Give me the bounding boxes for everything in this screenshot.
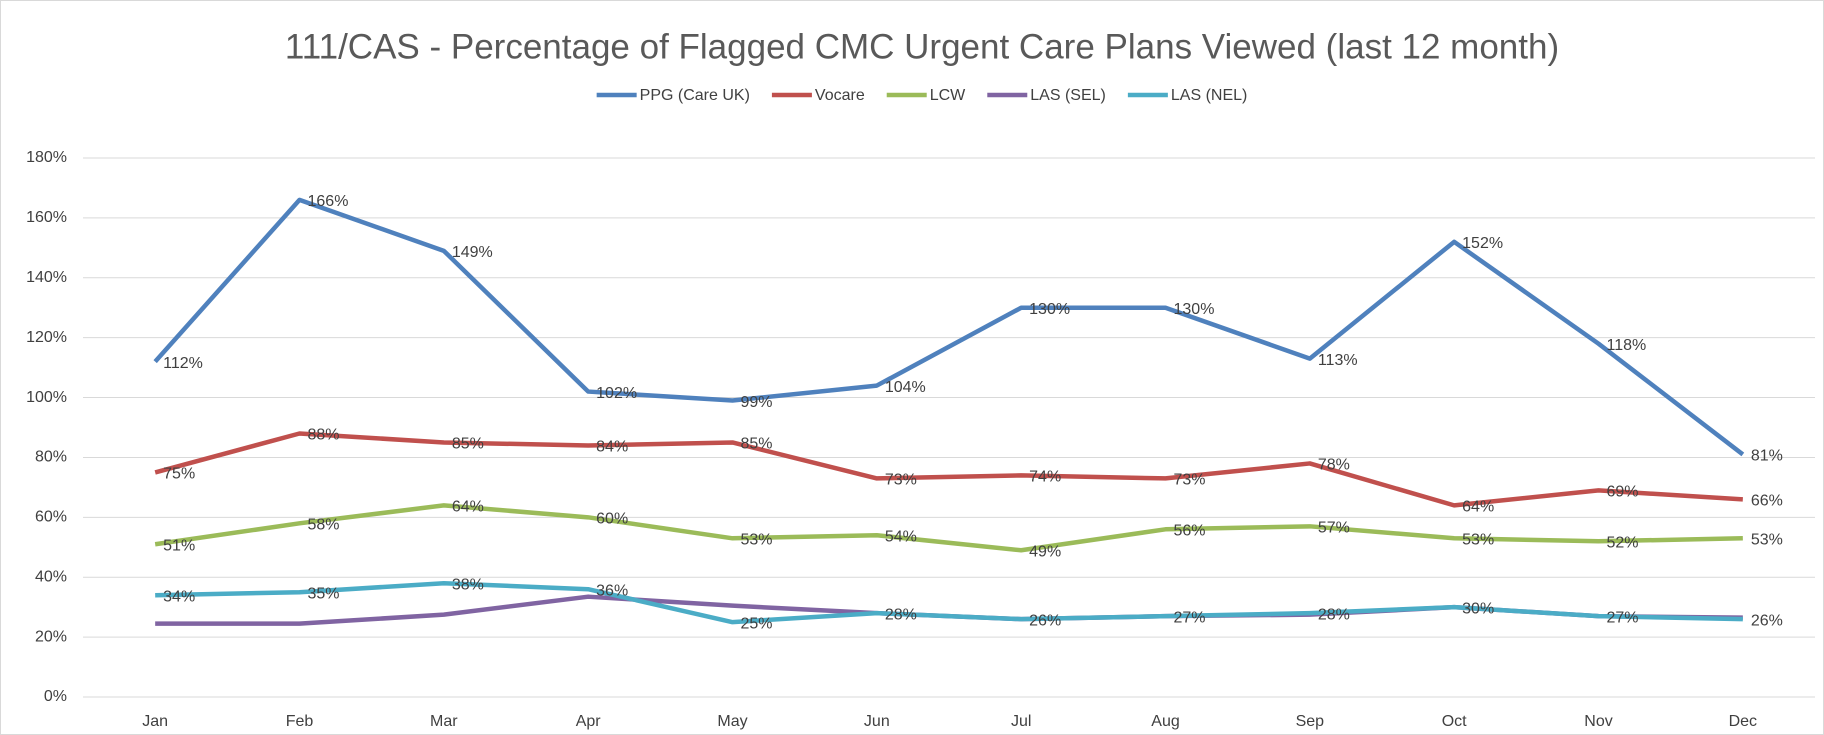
data-label: 166% [308, 193, 349, 210]
y-tick-label: 80% [35, 449, 67, 466]
data-label: 58% [308, 517, 340, 534]
series-line [155, 580, 1743, 625]
data-label: 85% [452, 436, 484, 453]
legend-label: PPG (Care UK) [640, 87, 750, 104]
data-label: 75% [163, 466, 195, 483]
data-label: 52% [1607, 535, 1639, 552]
y-tick-label: 180% [26, 149, 67, 166]
chart-title: 111/CAS - Percentage of Flagged CMC Urge… [285, 27, 1559, 66]
data-label: 102% [596, 385, 637, 402]
data-label: 152% [1462, 235, 1503, 252]
x-tick-label: Jun [864, 713, 890, 730]
data-label: 53% [741, 532, 773, 549]
x-tick-label: Mar [430, 713, 458, 730]
data-label: 27% [1174, 609, 1206, 626]
y-tick-label: 160% [26, 209, 67, 226]
y-tick-label: 60% [35, 509, 67, 526]
data-label: 74% [1029, 469, 1061, 486]
x-tick-label: Feb [286, 713, 314, 730]
x-tick-label: May [717, 713, 747, 730]
legend-label: LAS (SEL) [1030, 87, 1106, 104]
data-label: 104% [885, 379, 926, 396]
legend: PPG (Care UK) Vocare LCW LAS (SEL) LAS (NEL) [596, 87, 1247, 104]
series-line [153, 197, 1745, 457]
data-label: 53% [1751, 532, 1783, 549]
data-label: 25% [741, 615, 773, 632]
data-label: 28% [1318, 606, 1350, 623]
data-label: 54% [885, 529, 917, 546]
y-tick-label: 40% [35, 568, 67, 585]
data-label: 73% [1174, 472, 1206, 489]
legend-label: LAS (NEL) [1171, 87, 1247, 104]
y-tick-label: 100% [26, 389, 67, 406]
data-label: 88% [308, 427, 340, 444]
data-label: 36% [596, 582, 628, 599]
data-label: 66% [1751, 493, 1783, 510]
data-label: 28% [885, 606, 917, 623]
data-label: 51% [163, 538, 195, 555]
x-tick-label: Jul [1011, 713, 1031, 730]
data-label: 60% [596, 511, 628, 528]
x-tick-label: Apr [576, 713, 602, 730]
x-tick-label: Nov [1584, 713, 1612, 730]
y-tick-label: 20% [35, 628, 67, 645]
data-label: 78% [1318, 457, 1350, 474]
data-label: 73% [885, 472, 917, 489]
data-label: 64% [452, 499, 484, 516]
data-label: 53% [1462, 532, 1494, 549]
data-label: 30% [1462, 600, 1494, 617]
data-label: 64% [1462, 499, 1494, 516]
data-label: 26% [1029, 612, 1061, 629]
data-label: 56% [1174, 523, 1206, 540]
x-tick-label: Aug [1151, 713, 1179, 730]
data-label: 85% [741, 436, 773, 453]
data-label: 69% [1607, 484, 1639, 501]
data-label: 35% [308, 585, 340, 602]
y-tick-label: 120% [26, 329, 67, 346]
data-label: 112% [163, 355, 203, 372]
data-label: 130% [1174, 301, 1215, 318]
data-label: 113% [1318, 352, 1358, 369]
y-tick-label: 140% [26, 269, 67, 286]
data-label: 99% [741, 394, 773, 411]
series-line [154, 431, 1743, 508]
legend-label: LCW [930, 87, 966, 104]
data-label: 130% [1029, 301, 1070, 318]
x-tick-label: Sep [1296, 713, 1325, 730]
data-label: 49% [1029, 543, 1061, 560]
data-label: 38% [452, 576, 484, 593]
data-label: 34% [163, 588, 195, 605]
data-label: 57% [1318, 520, 1350, 537]
data-label: 27% [1607, 609, 1639, 626]
x-tick-label: Jan [142, 713, 168, 730]
x-tick-label: Oct [1442, 713, 1467, 730]
legend-label: Vocare [815, 87, 865, 104]
data-label: 81% [1751, 448, 1783, 465]
x-tick-label: Dec [1729, 713, 1757, 730]
y-tick-label: 0% [44, 688, 67, 705]
data-label: 149% [452, 244, 493, 261]
data-label: 84% [596, 439, 628, 456]
series-line [154, 503, 1743, 553]
data-label: 26% [1751, 612, 1783, 629]
data-label: 118% [1607, 337, 1647, 354]
